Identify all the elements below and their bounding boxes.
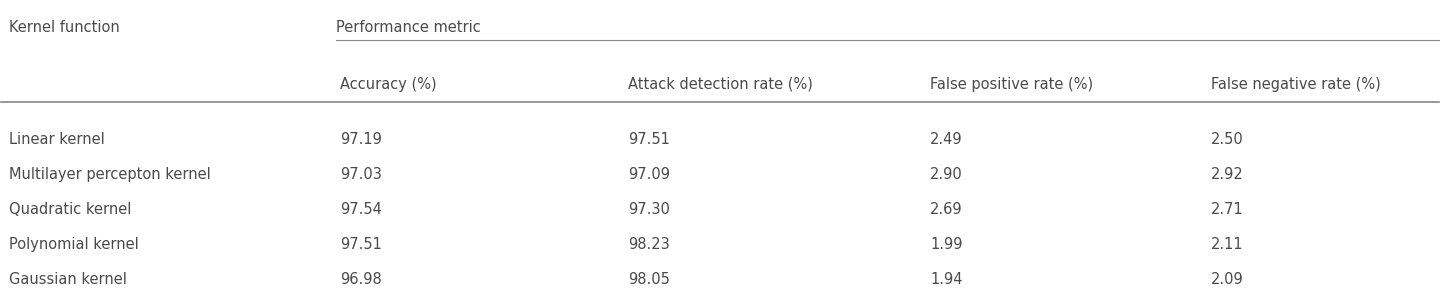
Text: Multilayer percepton kernel: Multilayer percepton kernel — [9, 167, 211, 182]
Text: Kernel function: Kernel function — [9, 20, 120, 35]
Text: False positive rate (%): False positive rate (%) — [931, 77, 1094, 92]
Text: 97.03: 97.03 — [341, 167, 382, 182]
Text: 97.51: 97.51 — [341, 237, 382, 252]
Text: 2.71: 2.71 — [1211, 202, 1244, 217]
Text: 98.23: 98.23 — [628, 237, 670, 252]
Text: Quadratic kernel: Quadratic kernel — [9, 202, 131, 217]
Text: 2.50: 2.50 — [1211, 132, 1244, 147]
Text: 97.54: 97.54 — [341, 202, 382, 217]
Text: 1.94: 1.94 — [931, 272, 962, 287]
Text: Linear kernel: Linear kernel — [9, 132, 104, 147]
Text: 97.19: 97.19 — [341, 132, 382, 147]
Text: Gaussian kernel: Gaussian kernel — [9, 272, 127, 287]
Text: 97.09: 97.09 — [628, 167, 670, 182]
Text: 98.05: 98.05 — [628, 272, 670, 287]
Text: 2.69: 2.69 — [931, 202, 962, 217]
Text: 2.90: 2.90 — [931, 167, 962, 182]
Text: Attack detection rate (%): Attack detection rate (%) — [628, 77, 812, 92]
Text: Performance metric: Performance metric — [336, 20, 481, 35]
Text: 2.49: 2.49 — [931, 132, 962, 147]
Text: 2.09: 2.09 — [1211, 272, 1244, 287]
Text: 96.98: 96.98 — [341, 272, 381, 287]
Text: Accuracy (%): Accuracy (%) — [341, 77, 436, 92]
Text: 97.51: 97.51 — [628, 132, 670, 147]
Text: 97.30: 97.30 — [628, 202, 670, 217]
Text: 2.92: 2.92 — [1211, 167, 1244, 182]
Text: False negative rate (%): False negative rate (%) — [1211, 77, 1381, 92]
Text: Polynomial kernel: Polynomial kernel — [9, 237, 139, 252]
Text: 1.99: 1.99 — [931, 237, 962, 252]
Text: 2.11: 2.11 — [1211, 237, 1244, 252]
